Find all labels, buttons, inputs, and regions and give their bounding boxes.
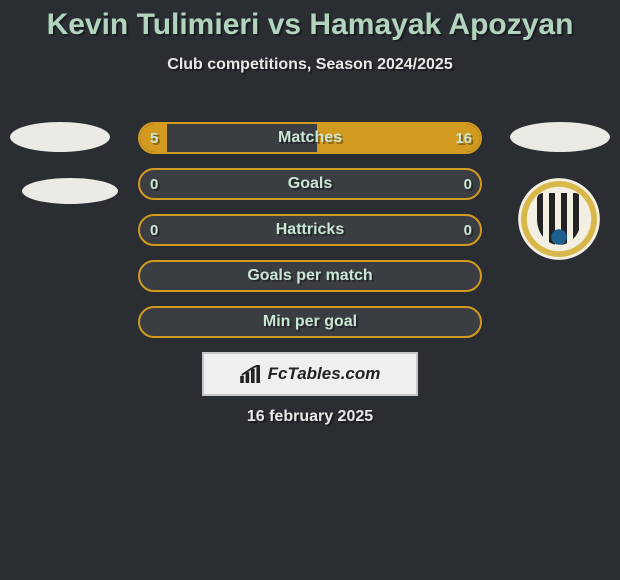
stat-value-left: 5: [150, 122, 158, 154]
stat-value-left: 0: [150, 168, 158, 200]
player-right-placeholder: [510, 122, 610, 152]
brand-chart-icon: [240, 365, 262, 383]
stat-row: Min per goal: [138, 306, 482, 338]
player-left-placeholder-1: [10, 122, 110, 152]
h2h-bars-container: Matches516Goals00Hattricks00Goals per ma…: [138, 122, 482, 352]
snapshot-date: 16 february 2025: [0, 408, 620, 426]
page-subtitle: Club competitions, Season 2024/2025: [0, 56, 620, 74]
club-crest-bird: [544, 229, 574, 249]
stat-row: Hattricks00: [138, 214, 482, 246]
player-left-placeholder-2: [22, 178, 118, 204]
stat-value-right: 0: [464, 168, 472, 200]
stat-value-left: 0: [150, 214, 158, 246]
stat-value-right: 16: [455, 122, 472, 154]
page-title: Kevin Tulimieri vs Hamayak Apozyan: [0, 0, 620, 42]
brand-badge: FcTables.com: [202, 352, 418, 396]
stat-bar-track: [138, 168, 482, 200]
stat-value-right: 0: [464, 214, 472, 246]
stat-row: Goals per match: [138, 260, 482, 292]
club-crest-shield: [537, 193, 581, 245]
brand-text: FcTables.com: [268, 364, 381, 384]
club-crest-icon: [518, 178, 600, 260]
stat-row: Goals00: [138, 168, 482, 200]
stat-bar-track: [138, 306, 482, 338]
stat-bar-track: [138, 214, 482, 246]
stat-bar-track: [138, 122, 482, 154]
stat-row: Matches516: [138, 122, 482, 154]
stat-bar-track: [138, 260, 482, 292]
